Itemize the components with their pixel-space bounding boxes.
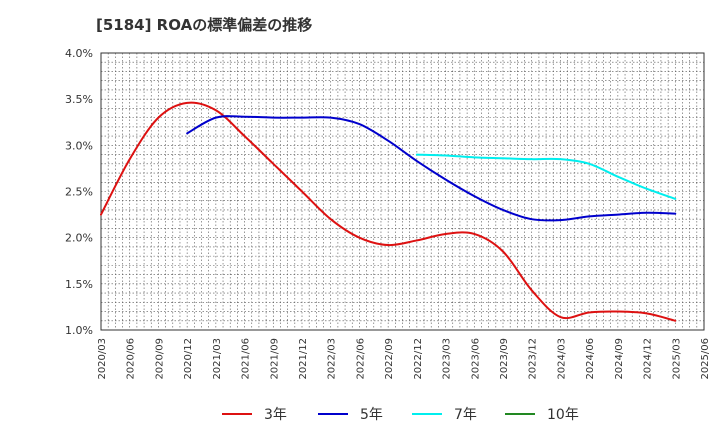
x-tick-label: 2021/12 [298, 338, 309, 380]
x-tick-label: 2022/09 [384, 338, 395, 380]
series-7y-legend-label: 7年 [454, 407, 477, 423]
y-tick-label: 1.5% [65, 278, 93, 291]
x-tick-label: 2020/09 [154, 338, 165, 380]
y-tick-label: 2.0% [65, 232, 93, 245]
x-tick-label: 2024/12 [643, 338, 654, 380]
y-tick-label: 4.0% [65, 47, 93, 60]
y-tick-label: 3.0% [65, 139, 93, 152]
x-tick-label: 2022/06 [355, 338, 366, 380]
x-tick-label: 2024/06 [585, 338, 596, 380]
legend: 3年 5年 7年 10年 [222, 407, 579, 423]
series-7y-line [415, 153, 677, 200]
plot-frame [100, 52, 705, 331]
grid-lines [101, 52, 704, 330]
x-tick-label: 2023/06 [470, 338, 481, 380]
axes [100, 52, 705, 331]
x-tick-label: 2023/09 [499, 338, 510, 380]
x-tick-label: 2020/06 [126, 338, 137, 380]
y-tick-label: 1.0% [65, 324, 93, 337]
x-tick-label: 2024/03 [556, 338, 567, 380]
x-tick-label: 2025/06 [700, 338, 711, 380]
series-10y-legend-label: 10年 [547, 407, 579, 423]
series-lines [100, 101, 677, 322]
series-3y-legend-label: 3年 [264, 407, 287, 423]
x-tick-label: 2021/03 [212, 338, 223, 380]
x-tick-label: 2020/12 [183, 338, 194, 380]
x-tick-label: 2022/03 [327, 338, 338, 380]
y-tick-label: 2.5% [65, 186, 93, 199]
series-3y-line [100, 101, 677, 322]
x-tick-label: 2020/03 [97, 338, 108, 380]
chart-title: [5184] ROAの標準偏差の推移 [96, 16, 313, 34]
y-axis-tick-labels: 1.0% 1.5% 2.0% 2.5% 3.0% 3.5% 4.0% [65, 47, 93, 337]
x-tick-label: 2022/12 [413, 338, 424, 380]
x-tick-label: 2023/12 [528, 338, 539, 380]
series-5y-line [186, 115, 677, 222]
x-tick-label: 2021/06 [241, 338, 252, 380]
x-axis-tick-labels: 2020/03 2020/06 2020/09 2020/12 2021/03 2021/… [97, 338, 711, 380]
x-tick-label: 2024/09 [614, 338, 625, 380]
x-tick-label: 2025/03 [671, 338, 682, 380]
y-tick-label: 3.5% [65, 93, 93, 106]
x-tick-label: 2021/09 [269, 338, 280, 380]
series-5y-legend-label: 5年 [360, 407, 383, 423]
x-tick-label: 2023/03 [442, 338, 453, 380]
